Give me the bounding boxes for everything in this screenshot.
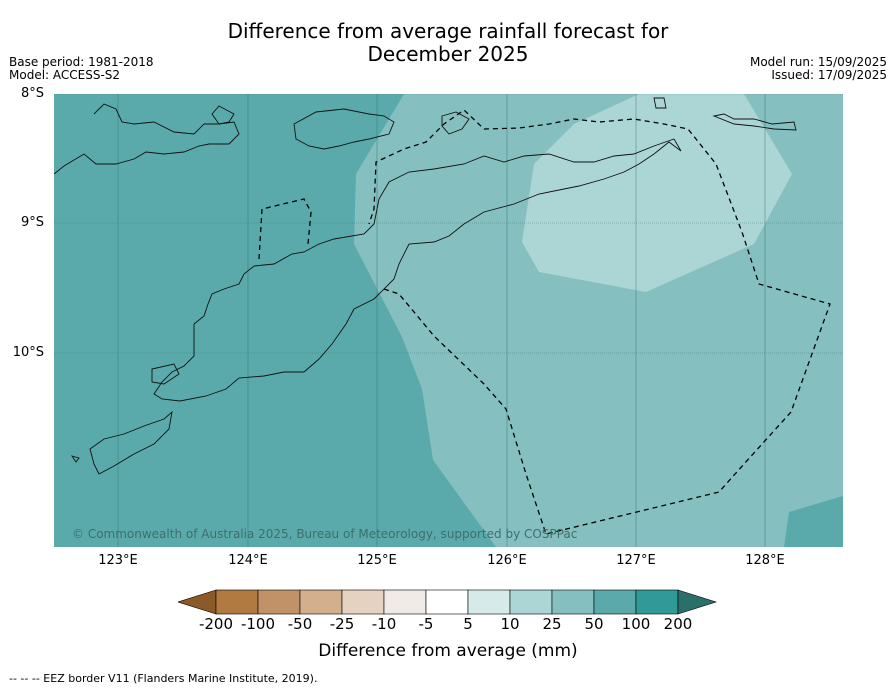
colorbar-tick-label: 25 (542, 615, 562, 633)
lat-label-8s: 8°S (20, 86, 44, 101)
title-line-2: December 2025 (367, 42, 529, 66)
issued-date: Issued: 17/09/2025 (771, 68, 887, 82)
ndao-island (70, 455, 80, 463)
lon-label-123e: 123°E (98, 553, 138, 568)
map-panel[interactable] (54, 94, 843, 547)
lon-label-125e: 125°E (357, 553, 397, 568)
colorbar-segment (383, 589, 427, 615)
colorbar-tick-label: -10 (371, 615, 397, 633)
wetar-island (712, 113, 797, 131)
colorbar (178, 589, 717, 615)
colorbar-segment (509, 589, 553, 615)
colorbar-tick-label: 10 (500, 615, 520, 633)
colorbar-segment (635, 589, 679, 615)
atauro-island (441, 111, 470, 135)
lat-label-10s: 10°S (12, 345, 44, 360)
colorbar-segment (299, 589, 343, 615)
colorbar-tick-label: 200 (663, 615, 693, 633)
colorbar-tick-label: 5 (463, 615, 473, 633)
coastlines (54, 97, 797, 475)
semau-island (151, 363, 180, 385)
colorbar-tick-label: 100 (621, 615, 651, 633)
eez-border (258, 109, 831, 535)
lon-label-128e: 128°E (745, 553, 785, 568)
colorbar-segment (593, 589, 637, 615)
alor-island (293, 108, 395, 150)
rote-island (89, 410, 173, 475)
colorbar-segment (551, 589, 595, 615)
title-line-1: Difference from average rainfall forecas… (227, 19, 669, 43)
model-name: Model: ACCESS-S2 (9, 68, 121, 82)
colorbar-segment (215, 589, 259, 615)
graticule (54, 94, 843, 547)
flores-coast (54, 103, 240, 175)
lon-label-126e: 126°E (487, 553, 527, 568)
colorbar-segment (467, 589, 511, 615)
colorbar-tick-label: -25 (329, 615, 355, 633)
colorbar-extend-high (677, 589, 717, 615)
lon-label-124e: 124°E (228, 553, 268, 568)
meta-right: Model run: 15/09/2025 Issued: 17/09/2025 (750, 56, 887, 82)
map-svg (54, 94, 843, 547)
colorbar-tick-label: 50 (584, 615, 604, 633)
lat-label-9s: 9°S (20, 215, 44, 230)
copyright-notice: © Commonwealth of Australia 2025, Bureau… (72, 527, 578, 541)
model-run: Model run: 15/09/2025 (749, 55, 887, 69)
pantar-island (211, 105, 235, 125)
lon-label-127e: 127°E (616, 553, 656, 568)
colorbar-tick-label: -200 (198, 615, 234, 633)
timor-island (153, 138, 682, 402)
footnote-eez: -- -- -- EEZ border V11 (Flanders Marine… (9, 672, 318, 685)
meta-left: Base period: 1981-2018 Model: ACCESS-S2 (9, 56, 154, 82)
small-island-1 (653, 97, 667, 109)
colorbar-extend-low (178, 589, 217, 615)
colorbar-tick-label: -5 (418, 615, 434, 633)
anomaly-region-10-25 (522, 94, 792, 292)
colorbar-title: Difference from average (mm) (318, 641, 578, 661)
colorbar-tick-label: -50 (287, 615, 313, 633)
chart-title: Difference from average rainfall forecas… (0, 20, 896, 66)
colorbar-segment (425, 589, 469, 615)
colorbar-segment (341, 589, 385, 615)
base-period: Base period: 1981-2018 (9, 55, 154, 69)
colorbar-segment (257, 589, 301, 615)
colorbar-tick-label: -100 (240, 615, 276, 633)
